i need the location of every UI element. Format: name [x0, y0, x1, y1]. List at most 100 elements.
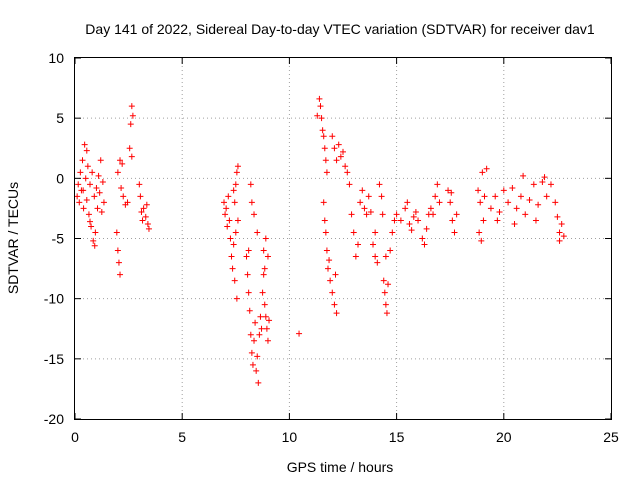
data-point — [117, 157, 124, 164]
x-axis-label: GPS time / hours — [287, 459, 394, 475]
data-point — [451, 229, 458, 236]
data-point — [436, 199, 443, 206]
data-point — [263, 325, 270, 332]
data-point — [226, 217, 233, 224]
data-point — [246, 307, 253, 314]
plot-frame — [74, 57, 612, 420]
data-point — [321, 145, 328, 152]
data-point — [251, 211, 258, 218]
data-point — [247, 331, 254, 338]
data-point — [262, 313, 269, 320]
data-point — [410, 213, 417, 220]
data-point — [244, 271, 251, 278]
data-point — [494, 217, 501, 224]
data-point — [233, 295, 240, 302]
data-point — [221, 199, 228, 206]
data-point — [320, 133, 327, 140]
x-tick-label: 25 — [603, 429, 619, 445]
data-point — [478, 237, 485, 244]
y-axis: 10 5 0 -5 -10 -15 -20 — [44, 50, 611, 427]
data-point — [383, 310, 390, 317]
data-point — [252, 319, 259, 326]
data-point — [324, 265, 331, 272]
data-point — [359, 187, 366, 194]
data-point — [333, 157, 340, 164]
data-point — [94, 205, 101, 212]
data-point — [333, 310, 340, 317]
y-tick-label: 0 — [56, 170, 64, 186]
data-point — [95, 172, 102, 179]
data-point — [526, 196, 533, 203]
data-point — [248, 349, 255, 356]
data-point — [329, 133, 336, 140]
data-point — [340, 148, 346, 155]
data-point — [264, 337, 271, 344]
data-point — [423, 225, 430, 232]
data-point — [406, 221, 413, 228]
chart-title: Day 141 of 2022, Sidereal Day-to-day VTE… — [85, 21, 595, 37]
y-tick-label: -5 — [52, 231, 65, 247]
data-point — [223, 205, 230, 212]
data-point — [129, 112, 136, 119]
data-point — [81, 141, 88, 148]
data-point — [117, 271, 124, 278]
data-point — [505, 199, 512, 206]
data-point — [337, 153, 344, 160]
data-point — [434, 181, 441, 188]
data-point — [119, 160, 126, 167]
data-point — [124, 199, 131, 206]
data-point — [140, 205, 147, 212]
data-point — [97, 157, 104, 164]
data-point — [331, 145, 338, 152]
data-point — [320, 199, 327, 206]
data-point — [475, 187, 482, 194]
data-point — [261, 265, 268, 272]
data-point — [477, 199, 484, 206]
data-point — [229, 265, 236, 272]
data-point — [126, 145, 133, 152]
data-point — [355, 241, 362, 248]
data-point — [408, 227, 415, 234]
data-point — [382, 253, 389, 260]
data-point — [118, 184, 125, 191]
data-point — [91, 193, 98, 200]
data-point — [243, 253, 250, 260]
data-point — [85, 211, 92, 218]
data-point — [335, 141, 342, 148]
data-point — [367, 209, 374, 216]
data-point — [84, 163, 91, 170]
data-point — [91, 242, 98, 249]
data-point — [372, 253, 379, 260]
data-point — [113, 229, 120, 236]
data-point — [535, 201, 542, 208]
data-point — [75, 181, 82, 188]
data-point — [76, 199, 83, 206]
data-point — [90, 237, 97, 244]
data-point — [350, 229, 357, 236]
data-point — [376, 181, 383, 188]
data-point — [543, 193, 550, 200]
data-point — [77, 169, 84, 176]
data-point — [230, 187, 237, 194]
data-point — [492, 193, 499, 200]
data-point — [483, 165, 490, 172]
data-point — [480, 217, 487, 224]
data-point — [323, 247, 330, 254]
data-point — [225, 193, 232, 200]
data-point — [558, 221, 565, 228]
data-point — [227, 235, 234, 242]
data-point — [379, 211, 386, 218]
data-point — [83, 147, 90, 154]
data-point — [402, 205, 409, 212]
data-point — [82, 175, 89, 182]
data-point — [316, 95, 323, 102]
data-point — [234, 217, 241, 224]
data-point — [327, 277, 334, 284]
data-point — [560, 233, 567, 240]
data-point — [381, 289, 388, 296]
data-point — [552, 199, 559, 206]
data-point — [138, 209, 145, 216]
data-point — [387, 247, 394, 254]
data-point — [453, 211, 460, 218]
